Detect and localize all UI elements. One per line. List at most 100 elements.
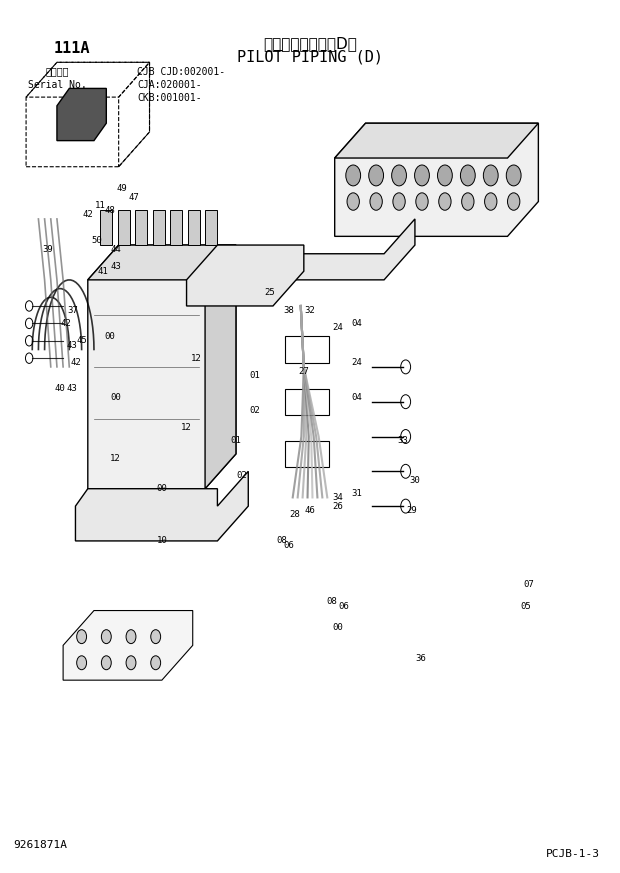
Text: CJB CJD:002001-: CJB CJD:002001- <box>137 66 225 77</box>
Circle shape <box>485 193 497 210</box>
Text: 46: 46 <box>304 506 316 515</box>
Text: 04: 04 <box>351 319 361 328</box>
Polygon shape <box>273 219 415 280</box>
Circle shape <box>401 499 410 513</box>
Text: 24: 24 <box>351 358 361 367</box>
Text: 49: 49 <box>117 184 127 193</box>
Text: 02: 02 <box>237 471 247 480</box>
Text: 31: 31 <box>351 489 361 498</box>
Bar <box>135 210 148 245</box>
Polygon shape <box>88 245 236 489</box>
Text: 06: 06 <box>283 540 294 550</box>
Circle shape <box>392 165 407 186</box>
Circle shape <box>438 165 453 186</box>
Text: 42: 42 <box>61 319 71 328</box>
Polygon shape <box>335 123 538 237</box>
Bar <box>285 336 329 362</box>
Bar <box>153 210 165 245</box>
Circle shape <box>126 629 136 643</box>
Text: PILOT PIPING (D): PILOT PIPING (D) <box>237 49 383 65</box>
Text: 適用号機: 適用号機 <box>45 66 69 77</box>
Bar <box>100 210 112 245</box>
Text: 34: 34 <box>332 493 343 502</box>
Circle shape <box>151 629 161 643</box>
Polygon shape <box>205 245 236 489</box>
Bar <box>170 210 182 245</box>
Circle shape <box>401 430 410 443</box>
Text: 43: 43 <box>110 262 121 272</box>
Text: バイロット配管（D）: バイロット配管（D） <box>263 36 357 52</box>
Text: 111A: 111A <box>54 40 91 56</box>
Text: PCJB-1-3: PCJB-1-3 <box>546 849 600 858</box>
Polygon shape <box>76 471 248 541</box>
Text: 48: 48 <box>104 206 115 215</box>
Text: 42: 42 <box>70 358 81 367</box>
Circle shape <box>401 464 410 478</box>
Text: 27: 27 <box>298 367 309 375</box>
Text: 45: 45 <box>76 336 87 346</box>
Text: 43: 43 <box>67 340 78 349</box>
Bar <box>118 210 130 245</box>
Circle shape <box>439 193 451 210</box>
Text: CKB:001001-: CKB:001001- <box>137 93 202 103</box>
Circle shape <box>507 165 521 186</box>
Text: 08: 08 <box>326 597 337 607</box>
Text: 24: 24 <box>332 323 343 333</box>
Circle shape <box>415 165 430 186</box>
Text: 25: 25 <box>265 288 275 298</box>
Text: 9261871A: 9261871A <box>14 840 68 849</box>
Circle shape <box>401 360 410 374</box>
Text: CJA:020001-: CJA:020001- <box>137 79 202 90</box>
Circle shape <box>462 193 474 210</box>
Text: 12: 12 <box>110 454 121 463</box>
Text: 39: 39 <box>42 245 53 254</box>
Text: 28: 28 <box>289 511 300 519</box>
Text: 07: 07 <box>524 580 534 589</box>
Text: 26: 26 <box>332 502 343 511</box>
Polygon shape <box>335 123 538 158</box>
Text: 42: 42 <box>82 210 93 219</box>
Polygon shape <box>63 610 193 680</box>
Text: 00: 00 <box>156 485 167 493</box>
Circle shape <box>77 629 87 643</box>
Circle shape <box>25 353 33 363</box>
Circle shape <box>370 193 383 210</box>
Polygon shape <box>88 245 236 280</box>
Circle shape <box>484 165 498 186</box>
Text: 12: 12 <box>190 354 201 362</box>
Bar <box>285 441 329 467</box>
Text: 10: 10 <box>156 536 167 546</box>
Text: 37: 37 <box>67 306 78 315</box>
Circle shape <box>126 656 136 670</box>
Text: 38: 38 <box>283 306 294 315</box>
Polygon shape <box>57 88 106 141</box>
Text: 47: 47 <box>129 193 140 202</box>
Text: 00: 00 <box>110 393 121 402</box>
Text: 33: 33 <box>397 436 408 445</box>
Circle shape <box>508 193 520 210</box>
Text: 29: 29 <box>407 506 417 515</box>
Text: 01: 01 <box>231 436 241 445</box>
Text: 43: 43 <box>67 384 78 393</box>
Text: 12: 12 <box>181 423 192 432</box>
Text: 01: 01 <box>249 371 260 380</box>
Circle shape <box>77 656 87 670</box>
Circle shape <box>102 629 111 643</box>
Text: 30: 30 <box>410 476 420 485</box>
Circle shape <box>25 318 33 328</box>
Bar <box>285 388 329 415</box>
Bar <box>205 210 218 245</box>
Text: 32: 32 <box>304 306 316 315</box>
Text: 41: 41 <box>98 266 108 276</box>
Text: 05: 05 <box>521 601 531 611</box>
Circle shape <box>25 335 33 346</box>
Text: 00: 00 <box>332 623 343 632</box>
Text: 36: 36 <box>416 654 427 663</box>
Circle shape <box>346 165 361 186</box>
Circle shape <box>347 193 360 210</box>
Circle shape <box>25 300 33 311</box>
Text: 04: 04 <box>351 393 361 402</box>
Text: Serial No.: Serial No. <box>27 79 86 90</box>
Circle shape <box>416 193 428 210</box>
Text: 02: 02 <box>249 406 260 415</box>
